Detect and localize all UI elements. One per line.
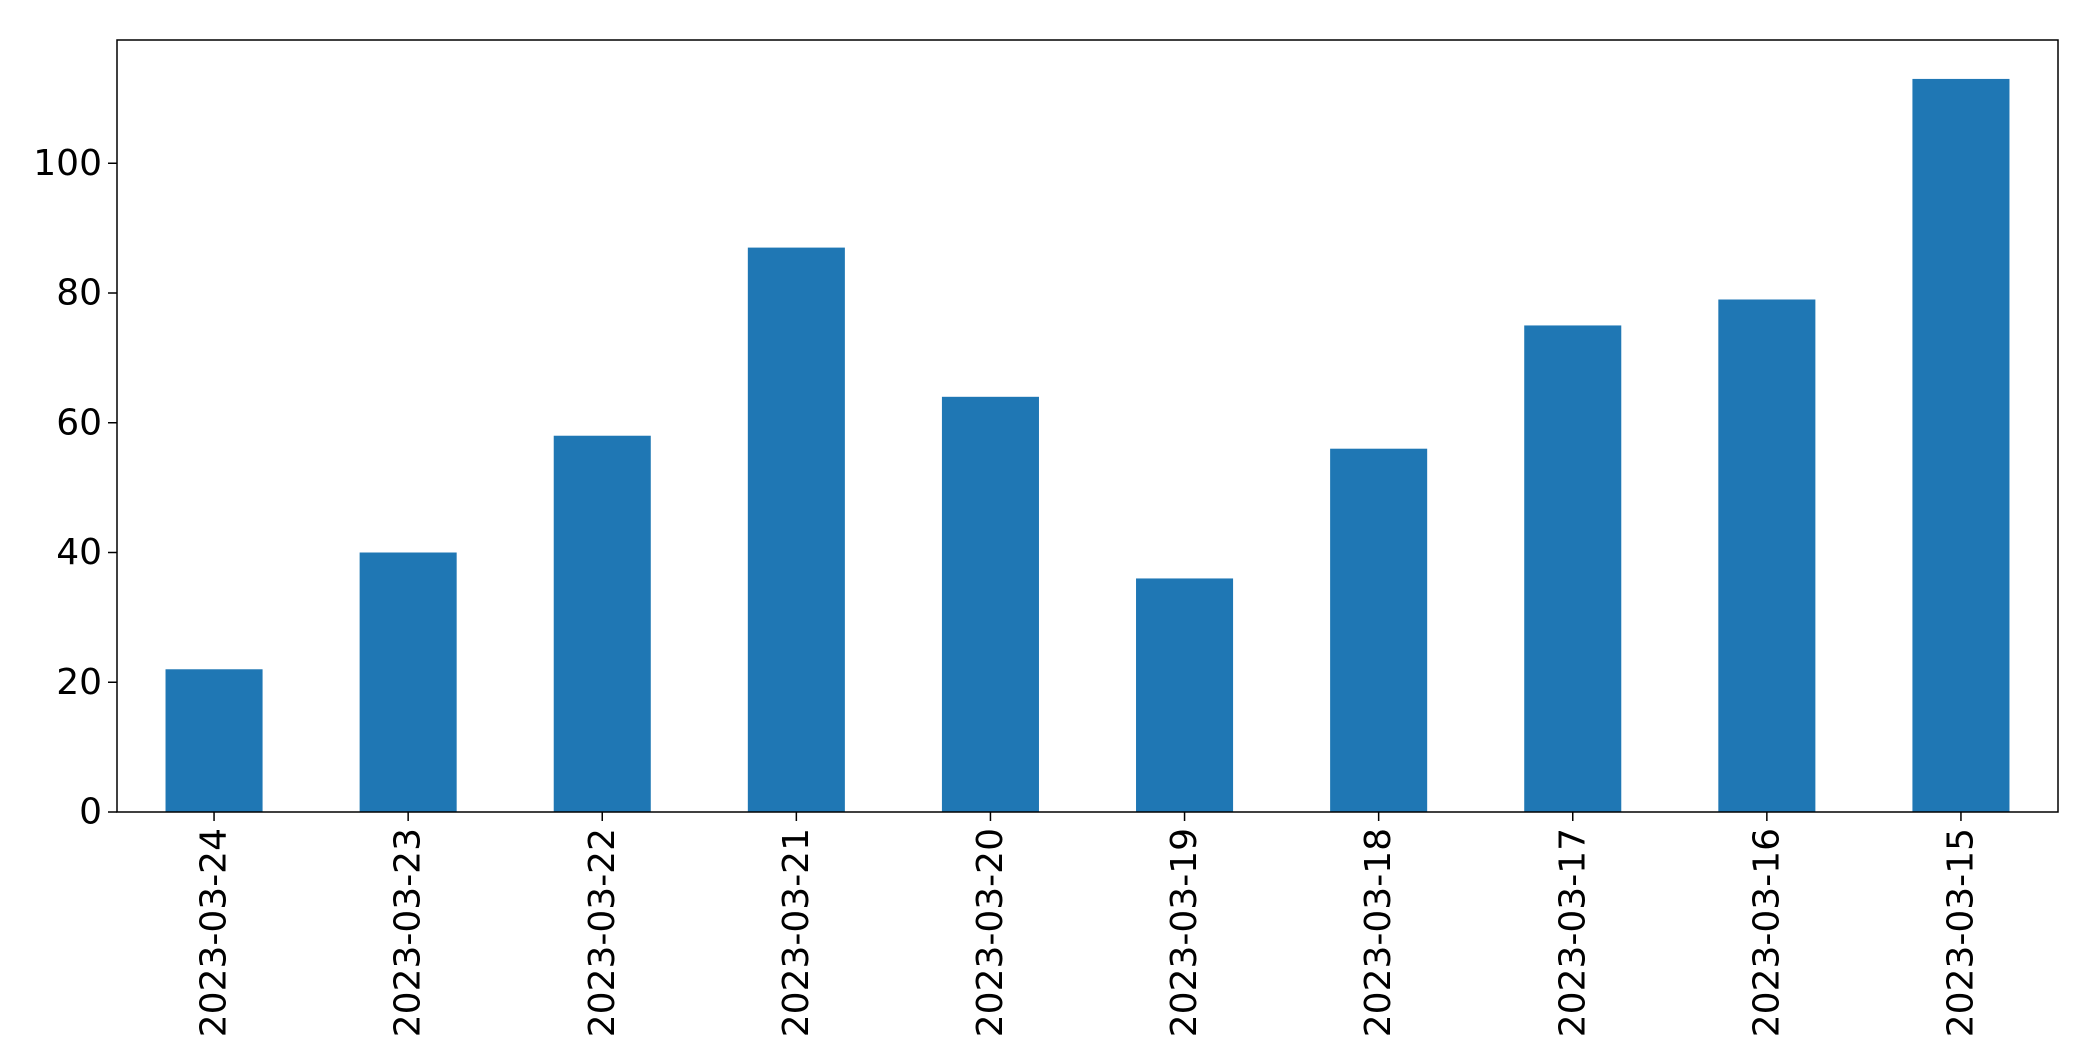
plot-frame	[116, 39, 2059, 813]
y-tick-label: 0	[79, 792, 102, 833]
x-tick-label-2023-03-23: 2023-03-23	[388, 828, 429, 1037]
y-tick-label: 40	[56, 532, 102, 573]
bar-2023-03-20	[941, 396, 1039, 812]
x-tick-label-2023-03-17: 2023-03-17	[1552, 828, 1593, 1037]
bar-2023-03-21	[747, 247, 845, 813]
x-tick-label-2023-03-21: 2023-03-21	[776, 828, 817, 1037]
bar-2023-03-19	[1136, 578, 1234, 812]
bar-2023-03-17	[1524, 325, 1622, 812]
x-tick-label-2023-03-16: 2023-03-16	[1746, 828, 1787, 1037]
x-tick-label-2023-03-22: 2023-03-22	[582, 828, 623, 1037]
x-axis-ticks: 2023-03-24 2023-03-23 2023-03-22 2023-03-21…	[194, 812, 1981, 1037]
bar-2023-03-23	[359, 552, 457, 812]
y-tick-label: 100	[33, 143, 102, 184]
x-tick-label-2023-03-18: 2023-03-18	[1358, 828, 1399, 1037]
x-tick-label-2023-03-20: 2023-03-20	[970, 828, 1011, 1037]
y-axis-ticks: 0 20 40 60 80 100	[33, 143, 117, 833]
y-tick-label: 80	[56, 273, 102, 314]
bar-2023-03-22	[553, 435, 651, 812]
bar-2023-03-16	[1718, 299, 1816, 812]
x-tick-label-2023-03-24: 2023-03-24	[194, 828, 235, 1037]
x-tick-label-2023-03-19: 2023-03-19	[1164, 828, 1205, 1037]
bar-2023-03-18	[1330, 448, 1428, 812]
y-tick-label: 60	[56, 402, 102, 443]
bar-2023-03-24	[165, 669, 263, 812]
y-tick-label: 20	[56, 662, 102, 703]
bars-group	[165, 78, 2010, 813]
x-tick-label-2023-03-15: 2023-03-15	[1940, 828, 1981, 1037]
bar-2023-03-15	[1912, 78, 2010, 812]
